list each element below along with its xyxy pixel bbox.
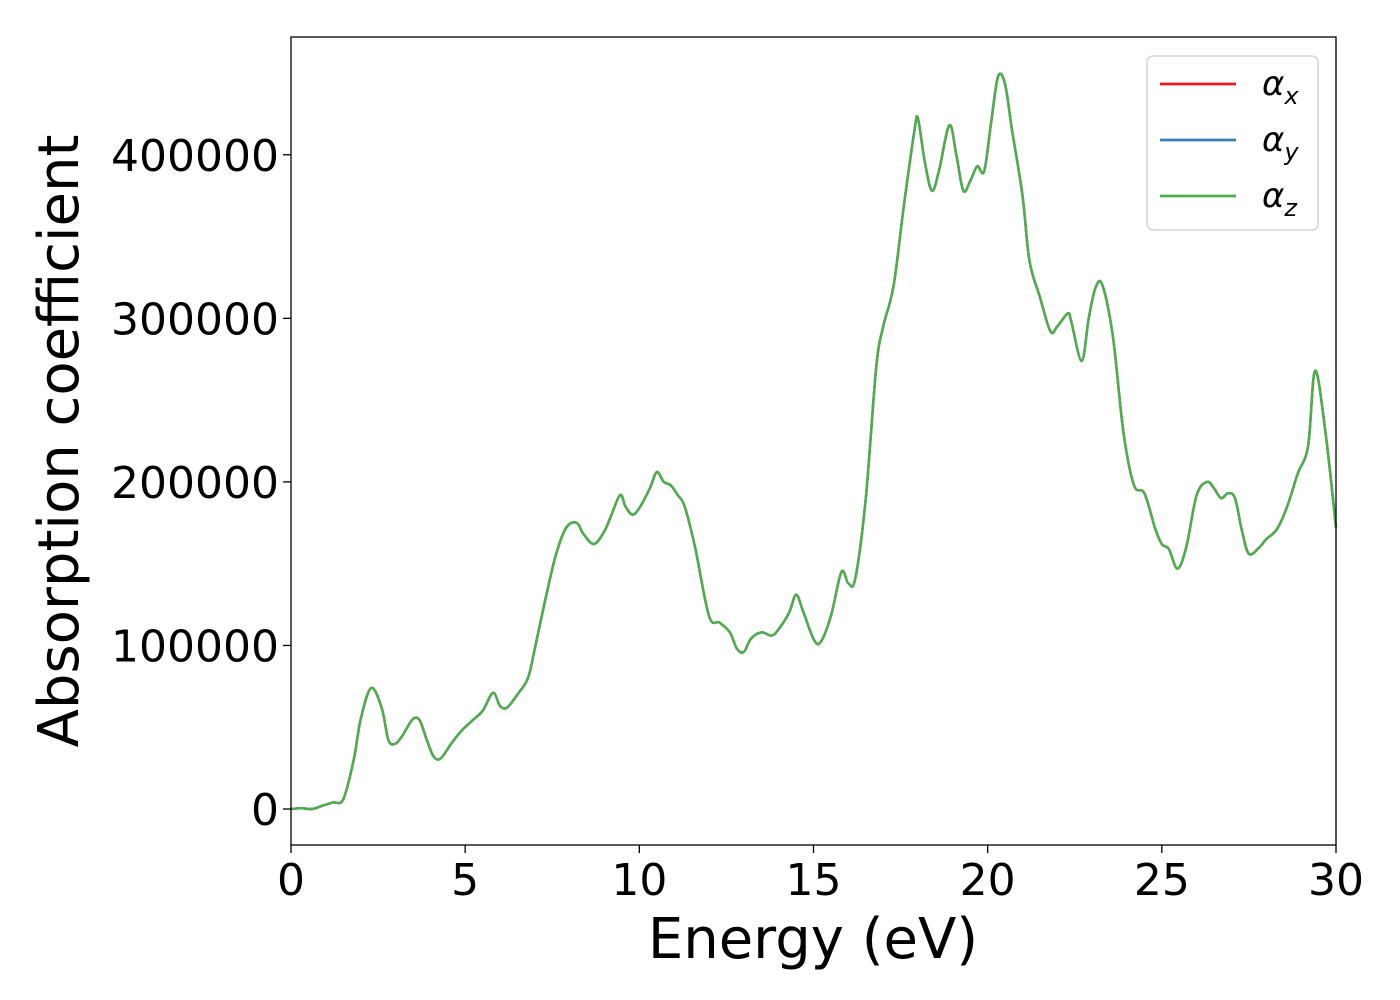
legend-items: αx αy αz <box>1160 64 1299 222</box>
y-axis-title: Absorption coefficient <box>27 135 92 748</box>
series-line-z <box>290 72 1338 811</box>
y-axis-ticks: 0 100000 200000 300000 400000 <box>111 131 291 836</box>
legend-label-y: αy <box>1262 120 1299 166</box>
legend-frame <box>1146 55 1319 231</box>
x-tick-label: 30 <box>1308 855 1364 906</box>
x-tick-label: 15 <box>786 855 842 906</box>
series-layer <box>290 72 1338 811</box>
legend: αx αy αz <box>1146 55 1319 231</box>
x-tick-label: 20 <box>960 855 1016 906</box>
x-axis-ticks: 0 5 10 15 20 25 30 <box>277 845 1364 906</box>
legend-label-x: αx <box>1262 64 1299 110</box>
x-tick-label: 25 <box>1134 855 1190 906</box>
x-axis-title: Energy (eV) <box>648 907 978 972</box>
legend-label-z: αz <box>1262 176 1298 222</box>
x-tick-label: 10 <box>611 855 667 906</box>
y-tick-label: 200000 <box>111 458 279 509</box>
y-tick-label: 0 <box>251 785 279 836</box>
y-tick-label: 400000 <box>111 131 279 182</box>
y-tick-label: 300000 <box>111 294 279 345</box>
x-tick-label: 5 <box>451 855 479 906</box>
y-tick-label: 100000 <box>111 621 279 672</box>
x-tick-label: 0 <box>277 855 305 906</box>
